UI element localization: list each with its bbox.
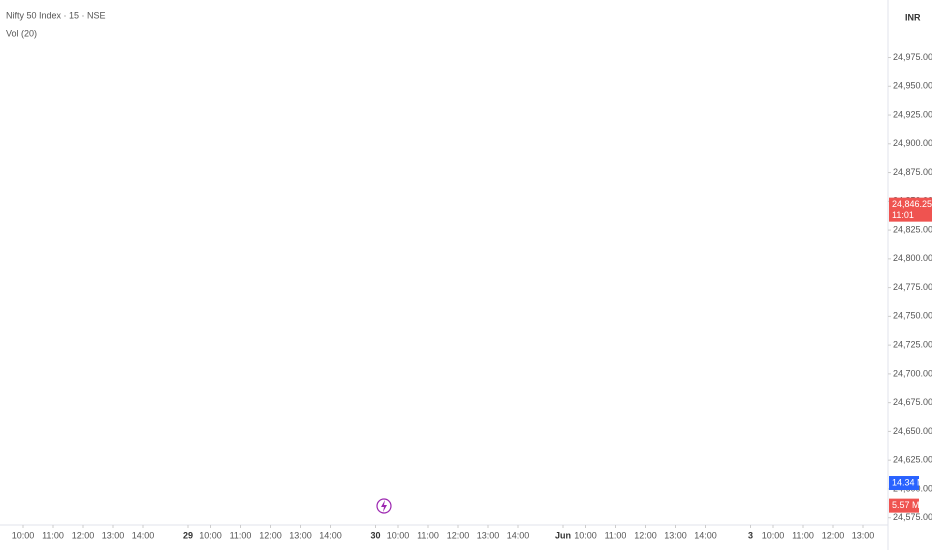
- y-tick-label: 24,650.00: [893, 426, 932, 436]
- y-tick-label: 24,800.00: [893, 253, 932, 263]
- x-tick-label: 14:00: [694, 530, 717, 540]
- axes: 24,975.00 24,950.00 24,925.00 24,900.00 24,8…: [12, 52, 932, 540]
- countdown: 11:01: [892, 210, 914, 220]
- x-tick-label: 12:00: [72, 530, 95, 540]
- x-tick-label: 3: [748, 530, 753, 540]
- x-tick-label: 30: [370, 530, 380, 540]
- x-tick-label: 11:00: [605, 530, 627, 540]
- x-tick-label: 12:00: [447, 530, 470, 540]
- y-tick-label: 24,575.00: [893, 512, 932, 522]
- x-tick-label: 10:00: [387, 530, 410, 540]
- chart-title: Nifty 50 Index · 15 · NSE: [6, 10, 106, 20]
- x-tick-label: 10:00: [12, 530, 35, 540]
- y-tick-label: 24,925.00: [893, 109, 932, 119]
- volume-tag: [889, 498, 919, 513]
- y-tick-label: 24,725.00: [893, 340, 932, 350]
- x-tick-label: 11:00: [792, 530, 814, 540]
- x-tick-label: 14:00: [132, 530, 155, 540]
- y-tick-label: 24,675.00: [893, 397, 932, 407]
- y-tick-label: 24,625.00: [893, 455, 932, 465]
- y-tick-label: 24,950.00: [893, 81, 932, 91]
- x-tick-label: 14:00: [319, 530, 342, 540]
- x-tick-label: 14:00: [507, 530, 530, 540]
- volume-ma-tag: [889, 476, 919, 491]
- lightning: [381, 500, 387, 512]
- x-tick-label: Jun: [555, 530, 571, 540]
- x-tick-label: 13:00: [664, 530, 687, 540]
- x-tick-label: 12:00: [259, 530, 282, 540]
- x-tick-label: 13:00: [102, 530, 125, 540]
- x-tick-label: 29: [183, 530, 193, 540]
- y-tick-label: 24,900.00: [893, 138, 932, 148]
- y-tick-label: 24,700.00: [893, 368, 932, 378]
- x-tick-label: 10:00: [574, 530, 597, 540]
- y-tick-label: 24,775.00: [893, 282, 932, 292]
- x-tick-label: 13:00: [477, 530, 500, 540]
- volume-ma-label: 14.34 M: [892, 477, 925, 487]
- y-tick-label: 24,975.00: [893, 52, 932, 62]
- x-tick-label: 10:00: [762, 530, 785, 540]
- x-tick-label: 13:00: [289, 530, 312, 540]
- y-tick-label: 24,750.00: [893, 311, 932, 321]
- last-price-label: 24,846.25: [892, 199, 932, 209]
- x-tick-label: 11:00: [42, 530, 64, 540]
- x-tick-label: 12:00: [634, 530, 657, 540]
- y-tick-label: 24,875.00: [893, 167, 932, 177]
- x-tick-label: 10:00: [199, 530, 222, 540]
- x-tick-label: 12:00: [822, 530, 845, 540]
- last-price-tag: [889, 197, 932, 222]
- x-tick-label: 13:00: [852, 530, 875, 540]
- indicator-label: Vol (20): [6, 28, 37, 38]
- currency: INR: [905, 12, 921, 22]
- x-tick-label: 11:00: [417, 530, 439, 540]
- x-tick-label: 11:00: [230, 530, 252, 540]
- volume-label: 5.57 M: [892, 500, 920, 510]
- y-tick-label: 24,825.00: [893, 224, 932, 234]
